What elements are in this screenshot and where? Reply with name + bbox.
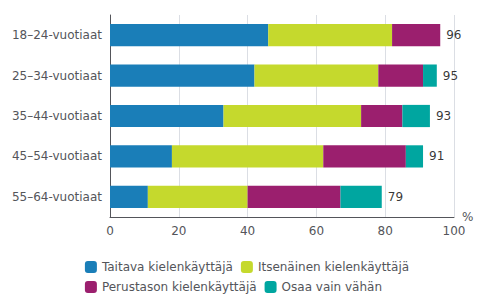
svg-text:100: 100 [443, 224, 466, 238]
svg-text:80: 80 [378, 224, 393, 238]
svg-text:55–64-vuotiaat: 55–64-vuotiaat [12, 190, 102, 204]
svg-text:0: 0 [106, 224, 114, 238]
svg-text:20: 20 [171, 224, 186, 238]
svg-text:Itsenäinen kielenkäyttäjä: Itsenäinen kielenkäyttäjä [258, 260, 409, 274]
svg-text:40: 40 [240, 224, 255, 238]
svg-text:79: 79 [388, 190, 403, 204]
svg-text:35–44-vuotiaat: 35–44-vuotiaat [12, 109, 102, 123]
svg-text:95: 95 [443, 69, 458, 83]
svg-text:%: % [462, 210, 473, 224]
svg-text:Taitava kielenkäyttäjä: Taitava kielenkäyttäjä [101, 260, 233, 274]
svg-text:18–24-vuotiaat: 18–24-vuotiaat [12, 28, 102, 42]
svg-text:93: 93 [436, 109, 451, 123]
svg-text:91: 91 [429, 149, 444, 163]
svg-text:25–34-vuotiaat: 25–34-vuotiaat [12, 69, 102, 83]
svg-text:Osaa vain vähän: Osaa vain vähän [282, 280, 382, 294]
svg-text:Perustason kielenkäyttäjä: Perustason kielenkäyttäjä [102, 280, 257, 294]
svg-text:96: 96 [446, 28, 461, 42]
svg-text:60: 60 [309, 224, 324, 238]
svg-text:45–54-vuotiaat: 45–54-vuotiaat [12, 149, 102, 163]
